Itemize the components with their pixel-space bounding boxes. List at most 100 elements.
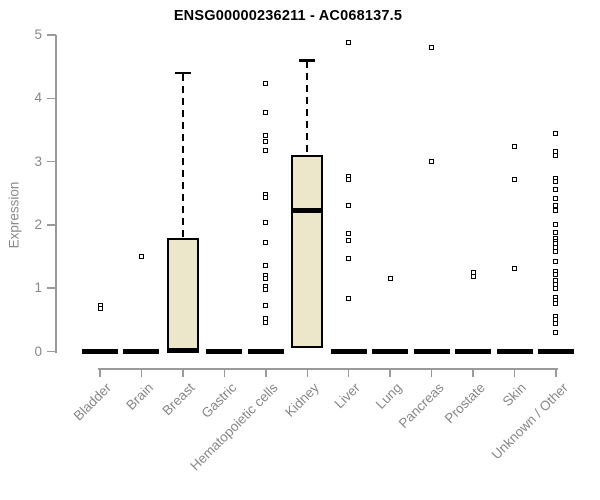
outlier-point bbox=[553, 153, 559, 159]
outlier-point bbox=[553, 285, 559, 291]
outlier-point bbox=[346, 40, 352, 46]
outlier-point bbox=[553, 186, 559, 192]
x-axis-tick bbox=[430, 368, 433, 377]
x-tick-label: Breast bbox=[159, 380, 198, 419]
outlier-point bbox=[553, 320, 559, 326]
x-axis-tick bbox=[306, 368, 308, 377]
median-line bbox=[166, 347, 199, 353]
collapsed-box bbox=[537, 349, 574, 354]
y-tick-label: 4 bbox=[34, 90, 42, 106]
whisker-cap bbox=[299, 59, 316, 62]
outlier-point bbox=[346, 255, 352, 261]
outlier-point bbox=[553, 221, 559, 227]
box-body bbox=[291, 155, 324, 349]
outlier-point bbox=[387, 276, 393, 282]
y-axis-tick bbox=[47, 34, 56, 36]
outlier-point bbox=[429, 159, 435, 165]
whisker-line bbox=[306, 61, 309, 156]
outlier-point bbox=[553, 248, 559, 254]
outlier-point bbox=[553, 208, 559, 214]
box-body bbox=[166, 237, 199, 352]
collapsed-box bbox=[496, 349, 533, 354]
outlier-point bbox=[346, 295, 352, 301]
collapsed-box bbox=[413, 349, 450, 354]
outlier-point bbox=[512, 177, 517, 183]
x-axis-tick bbox=[347, 368, 350, 377]
outlier-point bbox=[429, 44, 435, 50]
x-tick-label: Brain bbox=[123, 380, 157, 413]
x-tick-label: Unknown / Other bbox=[488, 380, 571, 463]
x-axis-tick bbox=[513, 368, 516, 377]
x-tick-label: Prostate bbox=[441, 380, 488, 427]
y-axis-tick bbox=[47, 287, 56, 289]
outlier-point bbox=[263, 110, 269, 116]
outlier-point bbox=[553, 179, 559, 185]
outlier-point bbox=[553, 271, 559, 277]
outlier-point bbox=[263, 194, 269, 200]
y-axis-tick bbox=[47, 224, 56, 226]
outlier-point bbox=[263, 80, 269, 86]
outlier-point bbox=[512, 143, 517, 149]
y-axis-tick bbox=[47, 350, 56, 353]
outlier-point bbox=[263, 276, 269, 282]
y-axis-tick bbox=[47, 97, 56, 100]
outlier-point bbox=[346, 230, 352, 236]
x-tick-label: Pancreas bbox=[395, 380, 447, 431]
collapsed-box bbox=[247, 349, 284, 354]
outlier-point bbox=[263, 319, 269, 325]
x-axis-tick bbox=[99, 368, 101, 377]
x-axis-line bbox=[98, 368, 558, 370]
y-axis-line bbox=[55, 35, 57, 353]
outlier-point bbox=[263, 138, 269, 144]
outlier-point bbox=[263, 240, 269, 246]
outlier-point bbox=[346, 202, 352, 208]
outlier-point bbox=[346, 177, 352, 183]
collapsed-box bbox=[123, 349, 160, 354]
x-axis-tick bbox=[265, 368, 267, 377]
outlier-point bbox=[263, 286, 269, 292]
x-axis-tick bbox=[223, 368, 226, 377]
x-tick-label: Kidney bbox=[282, 380, 322, 420]
whisker-cap bbox=[174, 71, 191, 75]
x-axis-tick bbox=[140, 368, 143, 377]
outlier-point bbox=[553, 203, 559, 209]
y-tick-label: 0 bbox=[34, 343, 42, 359]
x-axis-tick bbox=[555, 368, 557, 377]
x-tick-label: Liver bbox=[332, 380, 364, 412]
y-tick-label: 1 bbox=[34, 280, 42, 296]
outlier-point bbox=[263, 302, 269, 308]
outlier-point bbox=[263, 262, 269, 268]
x-axis-tick bbox=[182, 368, 184, 377]
chart-title: ENSG00000236211 - AC068137.5 bbox=[173, 8, 403, 24]
collapsed-box bbox=[455, 349, 492, 354]
median-line bbox=[291, 207, 324, 213]
collapsed-box bbox=[372, 349, 409, 354]
outlier-point bbox=[346, 237, 352, 243]
y-axis-tick bbox=[47, 160, 56, 163]
outlier-point bbox=[470, 274, 476, 280]
outlier-point bbox=[97, 305, 103, 311]
collapsed-box bbox=[82, 349, 118, 354]
outlier-point bbox=[263, 219, 269, 225]
y-tick-label: 2 bbox=[34, 216, 42, 232]
outlier-point bbox=[553, 330, 559, 335]
collapsed-box bbox=[330, 349, 367, 354]
whisker-line bbox=[181, 73, 184, 238]
y-tick-label: 3 bbox=[34, 153, 42, 169]
outlier-point bbox=[553, 229, 559, 235]
x-axis-tick bbox=[472, 368, 474, 377]
outlier-point bbox=[553, 259, 559, 265]
x-tick-label: Lung bbox=[372, 380, 405, 412]
x-axis-tick bbox=[389, 368, 391, 377]
outlier-point bbox=[553, 130, 559, 136]
outlier-point bbox=[553, 300, 559, 306]
x-tick-label: Bladder bbox=[71, 380, 115, 424]
y-tick-label: 5 bbox=[34, 27, 42, 42]
outlier-point bbox=[263, 147, 269, 153]
outlier-point bbox=[138, 254, 144, 260]
outlier-point bbox=[553, 196, 559, 202]
x-tick-label: Skin bbox=[499, 380, 530, 410]
outlier-point bbox=[263, 132, 269, 138]
collapsed-box bbox=[206, 349, 243, 354]
